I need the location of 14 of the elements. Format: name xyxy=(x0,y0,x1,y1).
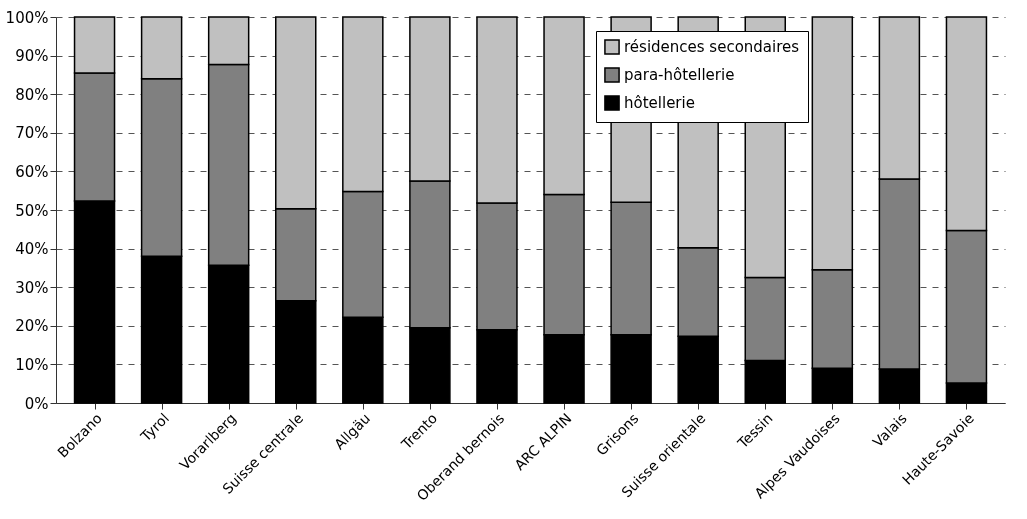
y-tick-label: 30% xyxy=(15,278,49,297)
y-tick-label: 10% xyxy=(15,355,49,374)
y-tick-label: 20% xyxy=(15,317,49,336)
y-tick-label: 70% xyxy=(15,124,49,143)
y-tick-label: 80% xyxy=(15,85,49,104)
y-tick-label: 90% xyxy=(15,47,49,66)
legend-label: para-hôtellerie xyxy=(624,66,735,84)
y-tick-label: 100% xyxy=(5,8,49,27)
y-tick-label: 50% xyxy=(15,201,49,220)
y-tick-label: 40% xyxy=(15,240,49,259)
y-tick-label: 0% xyxy=(24,394,49,413)
y-tick-label: 60% xyxy=(15,162,49,181)
legend-label: résidences secondaires xyxy=(624,38,800,56)
legend-label: hôtellerie xyxy=(624,94,695,112)
